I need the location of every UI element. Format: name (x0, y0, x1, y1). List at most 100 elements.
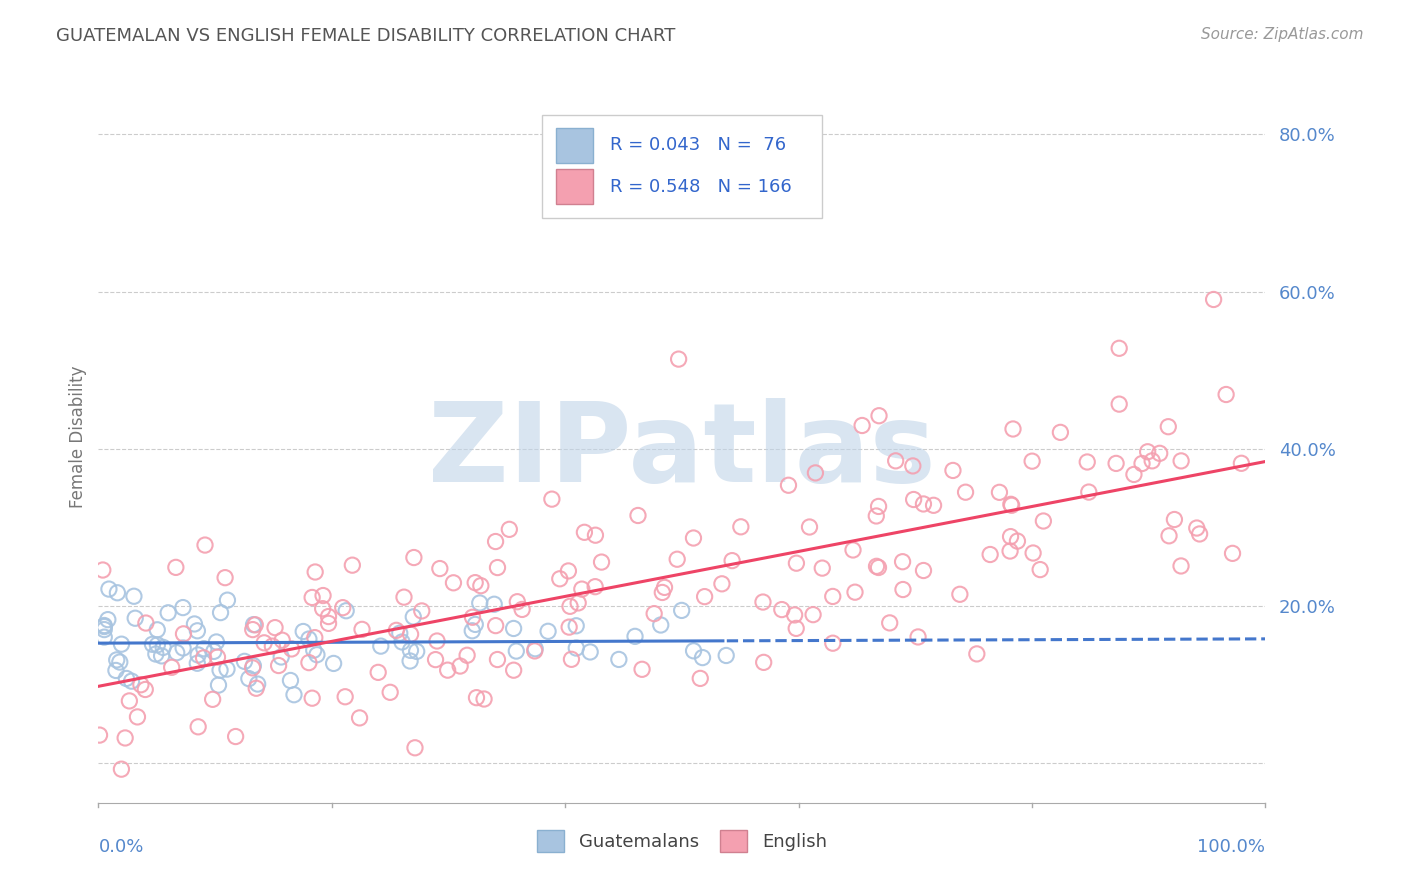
Point (165, 560, 187, 574)
Point (1122, 467, 1144, 482)
Point (134, 682, 156, 697)
Point (461, 610, 484, 624)
Point (643, 607, 665, 621)
Point (104, 664, 127, 678)
Point (585, 528, 607, 542)
Point (449, 659, 471, 673)
Point (298, 632, 321, 646)
Point (135, 615, 157, 630)
Point (246, 677, 269, 691)
FancyBboxPatch shape (555, 128, 593, 163)
Point (692, 650, 714, 665)
Point (267, 658, 290, 673)
Point (541, 492, 564, 507)
Point (502, 622, 524, 636)
Point (548, 572, 571, 586)
Point (668, 352, 690, 367)
Text: 100.0%: 100.0% (1198, 838, 1265, 856)
Point (557, 564, 579, 578)
Point (89, 728, 111, 742)
Point (264, 621, 287, 635)
Point (145, 647, 167, 661)
Point (129, 678, 152, 692)
Point (214, 571, 236, 585)
Point (215, 662, 238, 676)
Point (205, 635, 228, 649)
Legend: Guatemalans, English: Guatemalans, English (530, 823, 834, 860)
Point (225, 730, 247, 744)
Point (650, 618, 672, 632)
Point (844, 585, 866, 599)
Point (821, 590, 844, 604)
Point (465, 690, 488, 705)
Point (498, 522, 520, 536)
Point (1230, 456, 1253, 470)
Text: 0.0%: 0.0% (98, 838, 143, 856)
Point (461, 624, 484, 638)
Point (305, 648, 328, 662)
Point (186, 624, 208, 638)
Point (443, 575, 465, 590)
Point (631, 662, 654, 676)
Point (311, 601, 333, 615)
Point (349, 711, 371, 725)
Point (799, 520, 821, 534)
Point (901, 458, 924, 473)
Point (884, 454, 907, 468)
Point (1032, 514, 1054, 528)
Point (565, 641, 588, 656)
Point (1170, 558, 1192, 573)
Point (752, 656, 775, 670)
Point (193, 651, 215, 665)
Point (183, 617, 205, 632)
Point (693, 590, 716, 604)
Point (865, 559, 887, 574)
Point (209, 663, 232, 677)
Point (146, 638, 169, 652)
Point (510, 602, 533, 616)
Point (404, 740, 426, 755)
Point (217, 593, 239, 607)
Point (172, 600, 194, 615)
Point (1136, 444, 1159, 458)
Point (486, 652, 509, 666)
Point (730, 520, 752, 534)
Point (1170, 454, 1192, 468)
Point (302, 643, 325, 657)
Point (558, 599, 581, 614)
Point (567, 596, 589, 610)
Point (682, 644, 704, 658)
Point (193, 641, 215, 656)
Point (868, 560, 890, 574)
Point (298, 656, 321, 670)
Point (425, 652, 447, 666)
Point (332, 600, 354, 615)
Point (907, 630, 929, 644)
Point (558, 620, 581, 634)
Point (1163, 512, 1185, 526)
Point (560, 652, 582, 666)
Point (270, 650, 292, 665)
Point (194, 538, 217, 552)
Point (245, 681, 267, 696)
FancyBboxPatch shape (541, 115, 823, 218)
Point (1049, 425, 1071, 440)
Point (399, 643, 422, 657)
Point (97, 582, 120, 596)
Text: R = 0.043   N =  76: R = 0.043 N = 76 (610, 136, 786, 154)
Point (868, 409, 890, 423)
Point (801, 607, 824, 622)
Point (654, 581, 676, 595)
Point (207, 678, 229, 692)
Point (91, 563, 114, 577)
Point (464, 617, 486, 632)
Point (242, 623, 264, 637)
Point (110, 637, 132, 651)
Point (979, 548, 1001, 562)
Point (304, 565, 326, 579)
Point (187, 648, 209, 662)
Point (583, 580, 606, 594)
Point (949, 587, 972, 601)
Point (783, 607, 806, 622)
Point (456, 648, 478, 663)
